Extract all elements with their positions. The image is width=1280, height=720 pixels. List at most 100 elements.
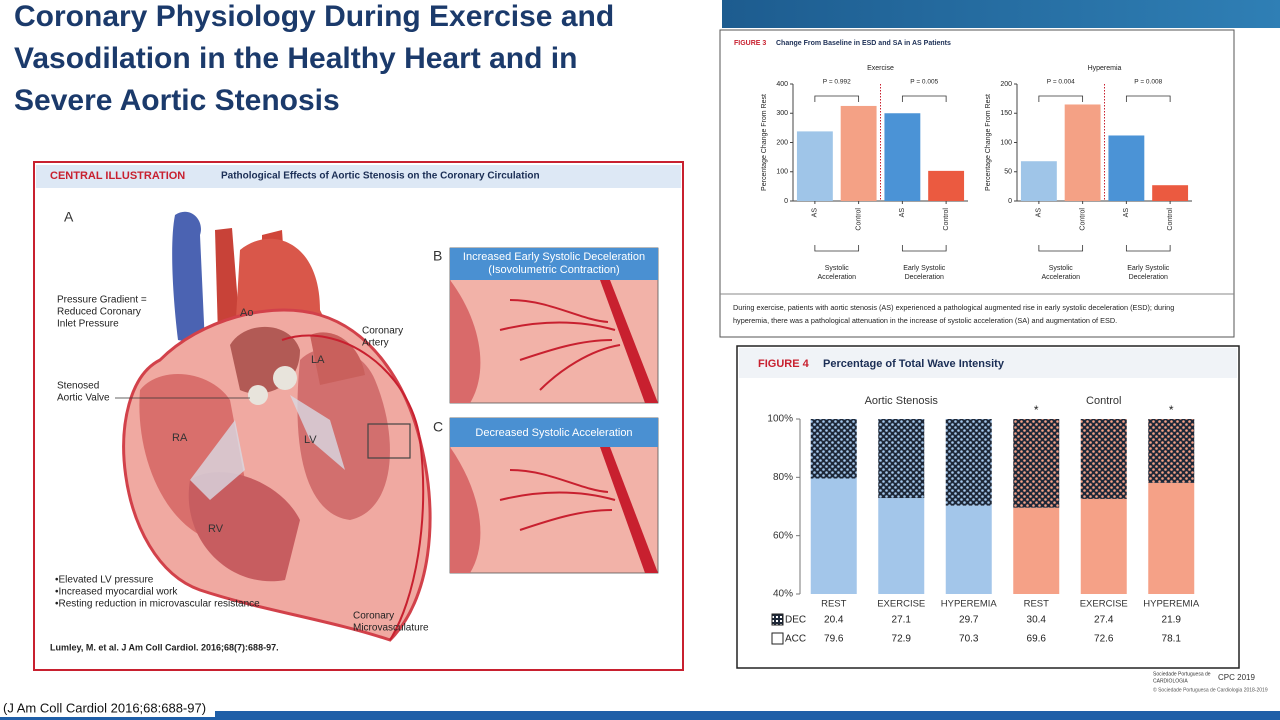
y-tick-label: 80% [773,472,793,483]
figure-title: Change From Baseline in ESD and SA in AS… [776,40,951,47]
x-tick-label: Control [1079,208,1086,231]
figure-label: FIGURE 3 [734,40,766,47]
p-value: P = 0.005 [910,79,938,86]
table-value: 78.1 [1162,634,1182,645]
bar-segment [945,419,992,506]
logo-text: CARDIOLOGIA [1153,678,1188,684]
y-tick-label: 0 [1008,198,1012,205]
table-value: 79.6 [824,634,844,645]
bar [796,131,833,201]
panel-title: Increased Early Systolic Deceleration [463,251,645,263]
x-tick-label: AS [1123,208,1130,218]
x-tick-label: Control [943,208,950,231]
group-label: Early Systolic [903,265,946,272]
legend-icon [771,632,784,645]
slide-title: Severe Aortic Stenosis [14,84,340,117]
bottom-bar [0,711,1280,720]
panel-label: A [64,209,74,225]
x-tick-label: HYPEREMIA [1143,599,1200,610]
heart-label: Coronary [362,326,403,337]
y-tick-label: 0 [784,198,788,205]
bar [1020,161,1057,201]
p-value: P = 0.004 [1047,79,1075,86]
figure-caption: During exercise, patients with aortic st… [733,303,1174,312]
y-axis-label: Percentage Change From Rest [761,94,768,191]
x-tick-label: Control [1167,208,1174,231]
bar [840,105,877,201]
bar-segment [810,419,857,479]
table-value: 21.9 [1162,615,1182,626]
x-tick-label: EXERCISE [1080,599,1128,610]
bar-segment [810,478,857,594]
annotation: * [1034,403,1039,417]
figure-caption: hyperemia, there was a pathological atte… [733,316,1117,325]
group-label: Acceleration [1041,274,1080,281]
table-value: 72.6 [1094,634,1114,645]
group-label: Control [1086,395,1121,407]
table-value: 20.4 [824,615,844,626]
bar-segment [1080,419,1127,499]
bar-segment [1013,507,1060,594]
group-bracket [1038,245,1084,252]
chamber-label: RA [172,432,188,444]
y-tick-label: 300 [776,110,788,117]
reference-bg [0,703,215,717]
bar-segment [878,419,925,499]
group-bracket [1125,245,1171,252]
p-bracket [814,95,860,102]
bar [928,170,965,201]
panel-title: (Isovolumetric Contraction) [488,264,619,276]
bar [884,113,921,201]
x-tick-label: Control [855,208,862,231]
copyright: © Sociedade Portuguesa de Cardiologia 20… [1153,686,1268,693]
figure-label: FIGURE 4 [758,358,810,370]
legend-icon [771,613,784,626]
group-label: Early Systolic [1127,265,1170,272]
panel-title: Decreased Systolic Acceleration [475,427,632,439]
bar [1064,104,1101,201]
y-axis-label: Percentage Change From Rest [985,94,992,191]
y-tick-label: 400 [776,81,788,88]
group-label: Deceleration [905,274,944,281]
table-value: 30.4 [1027,615,1047,626]
heart-label: Pressure Gradient = [57,295,147,306]
heart-label: Artery [362,338,389,349]
y-tick-label: 100 [1000,139,1012,146]
x-tick-label: AS [1036,208,1043,218]
bar [1108,135,1145,201]
heart-drawing [115,211,432,642]
annotation: * [1169,403,1174,417]
bar-segment [1080,498,1127,594]
y-tick-label: 200 [776,139,788,146]
illustration-title: Pathological Effects of Aortic Stenosis … [221,171,540,182]
legend-label: ACC [785,634,806,645]
panel-drawings [449,247,659,574]
table-value: 27.4 [1094,615,1114,626]
bullet: •Elevated LV pressure [55,575,154,586]
reference: (J Am Coll Cardiol 2016;68:688-97) [3,700,206,715]
heart-label: Reduced Coronary [57,307,141,318]
chart-title: Exercise [867,65,894,72]
slide-title: Coronary Physiology During Exercise and [14,0,614,33]
p-value: P = 0.992 [823,79,851,86]
table-value: 69.6 [1027,634,1047,645]
bar-segment [878,498,925,594]
y-tick-label: 100% [767,414,793,425]
panel-label: C [433,419,443,435]
chamber-label: Ao [240,307,253,319]
chamber-label: LA [311,354,325,366]
y-tick-label: 40% [773,589,793,600]
table-value: 29.7 [959,615,979,626]
panel-label: B [433,248,442,264]
heart-label: Microvasculature [353,623,429,634]
table-value: 27.1 [892,615,912,626]
bullet: •Increased myocardial work [55,587,178,598]
group-label: Systolic [825,265,850,272]
p-value: P = 0.008 [1134,79,1162,86]
illustration-label: CENTRAL ILLUSTRATION [50,170,185,182]
table-value: 70.3 [959,634,979,645]
chamber-label: RV [208,523,224,535]
group-label: Aortic Stenosis [865,395,939,407]
